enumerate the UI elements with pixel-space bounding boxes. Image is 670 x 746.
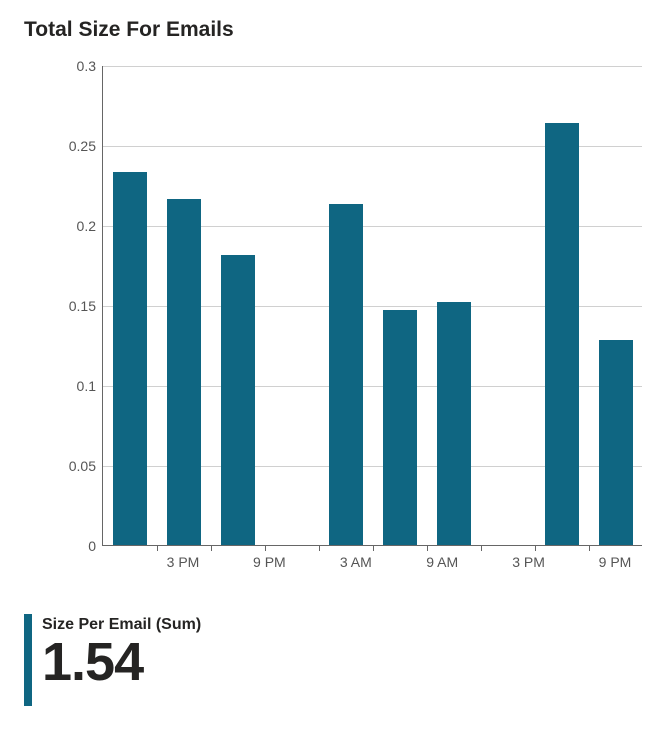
- x-tick-mark: [481, 545, 482, 551]
- x-tick-mark: [319, 545, 320, 551]
- chart-area: 0 0.05 0.1 0.15 0.2 0.25 0.3 3 PM 9 PM 3 AM 9 AM 3…: [24, 56, 644, 596]
- x-tick-mark: [265, 545, 266, 551]
- y-tick-label: 0.05: [36, 458, 96, 474]
- legend-color-bar: [24, 614, 32, 706]
- x-tick-mark: [589, 545, 590, 551]
- summary-row: Size Per Email (Sum) 1.54: [24, 614, 646, 706]
- bar[interactable]: [329, 204, 364, 545]
- x-tick-mark: [157, 545, 158, 551]
- bar[interactable]: [167, 199, 202, 545]
- y-tick-label: 0.15: [36, 298, 96, 314]
- x-tick-label: 9 PM: [253, 554, 286, 570]
- bar[interactable]: [113, 172, 148, 545]
- x-tick-mark: [535, 545, 536, 551]
- grid-line: [103, 66, 642, 67]
- bar[interactable]: [599, 340, 634, 545]
- x-tick-mark: [211, 545, 212, 551]
- x-tick-label: 3 AM: [340, 554, 372, 570]
- y-tick-label: 0.25: [36, 138, 96, 154]
- bar[interactable]: [437, 302, 472, 545]
- chart-title: Total Size For Emails: [24, 18, 646, 42]
- x-tick-mark: [427, 545, 428, 551]
- legend-value: 1.54: [42, 634, 201, 691]
- plot-region: [102, 66, 642, 546]
- y-tick-label: 0.1: [36, 378, 96, 394]
- x-tick-label: 3 PM: [167, 554, 200, 570]
- x-tick-label: 3 PM: [512, 554, 545, 570]
- x-tick-mark: [373, 545, 374, 551]
- y-tick-label: 0.2: [36, 218, 96, 234]
- bar[interactable]: [221, 255, 256, 545]
- y-tick-label: 0.3: [36, 58, 96, 74]
- bar[interactable]: [383, 310, 418, 545]
- bar[interactable]: [545, 123, 580, 545]
- x-tick-label: 9 AM: [426, 554, 458, 570]
- chart-container: Total Size For Emails 0 0.05 0.1 0.15 0.2 0.2…: [0, 0, 670, 706]
- x-tick-label: 9 PM: [599, 554, 632, 570]
- y-tick-label: 0: [36, 538, 96, 554]
